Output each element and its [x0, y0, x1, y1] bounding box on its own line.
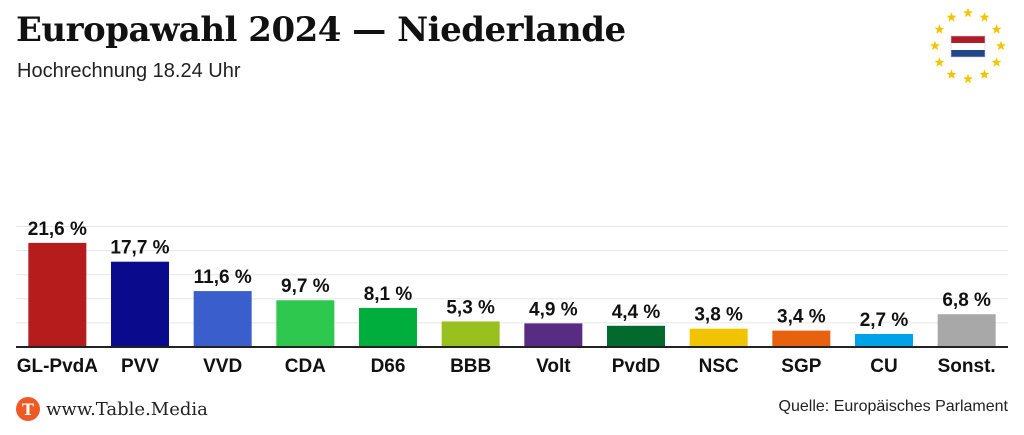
- bar-sonst: [937, 314, 996, 347]
- bar-value-label: 11,6 %: [194, 267, 252, 288]
- bar-value-label: 17,7 %: [110, 238, 169, 259]
- x-tick-label: VVD: [203, 356, 242, 377]
- x-tick-label: CU: [870, 356, 897, 377]
- bar-cu: [855, 333, 913, 347]
- x-tick-label: PVV: [121, 356, 159, 377]
- bar-vvd: [193, 291, 252, 347]
- bar-value-label: 5,3 %: [446, 297, 495, 318]
- x-tick-label: NSC: [699, 356, 739, 377]
- table-media-logo-icon: T: [16, 397, 40, 421]
- chart-title: Europawahl 2024 — Niederlande: [16, 10, 626, 50]
- bar-chart: 21,6 % GL-PvdA 17,7 % PVV 11,6 % VVD 9,7 % CDA 8…: [16, 219, 1008, 377]
- bar-value-label: 2,7 %: [860, 310, 909, 331]
- bar-pvv: [111, 261, 169, 347]
- eu-star-icon: [996, 40, 1006, 51]
- eu-star-icon: [934, 57, 945, 67]
- bar-sgp: [772, 330, 831, 347]
- bar-value-label: 6,8 %: [942, 290, 991, 311]
- bar-pvdd: [607, 325, 665, 347]
- brand: T www.Table.Media: [16, 396, 208, 422]
- eu-star-icon: [934, 24, 945, 34]
- eu-star-icon: [991, 24, 1002, 34]
- bar-gl-pvda: [28, 242, 87, 347]
- bar-bbb: [441, 321, 500, 347]
- bar-value-label: 3,4 %: [777, 307, 826, 328]
- source-note: Quelle: Europäisches Parlament: [778, 398, 1008, 415]
- bar-volt: [524, 323, 583, 347]
- x-tick-label: Sonst.: [938, 356, 996, 377]
- bar-value-label: 4,4 %: [612, 302, 661, 323]
- eu-star-icon: [991, 57, 1002, 67]
- bar-cda: [276, 300, 335, 347]
- netherlands-eu-flag-icon: [930, 7, 1006, 84]
- x-tick-label: SGP: [781, 356, 821, 377]
- x-tick-label: D66: [371, 356, 406, 377]
- brand-url: www.Table.Media: [46, 398, 208, 420]
- bar-value-label: 9,7 %: [281, 276, 330, 297]
- dutch-flag-icon: [950, 35, 986, 58]
- bar-value-label: 3,8 %: [694, 305, 743, 326]
- eu-star-icon: [930, 40, 940, 51]
- eu-star-icon: [979, 12, 990, 22]
- bar-value-label: 8,1 %: [364, 284, 413, 305]
- chart-subtitle: Hochrechnung 18.24 Uhr: [17, 60, 241, 82]
- eu-star-icon: [963, 7, 973, 18]
- x-tick-label: PvdD: [612, 356, 661, 377]
- x-tick-label: CDA: [285, 356, 326, 377]
- bar-nsc: [689, 328, 748, 347]
- bar-value-label: 4,9 %: [529, 299, 578, 320]
- bar-d66: [359, 307, 417, 347]
- eu-star-icon: [979, 69, 990, 79]
- eu-star-icon: [963, 73, 973, 84]
- x-tick-label: BBB: [450, 356, 491, 377]
- eu-star-icon: [946, 69, 957, 79]
- eu-star-icon: [946, 12, 957, 22]
- x-tick-label: GL-PvdA: [17, 356, 99, 377]
- bar-value-label: 21,6 %: [28, 219, 87, 240]
- x-tick-label: Volt: [536, 356, 571, 377]
